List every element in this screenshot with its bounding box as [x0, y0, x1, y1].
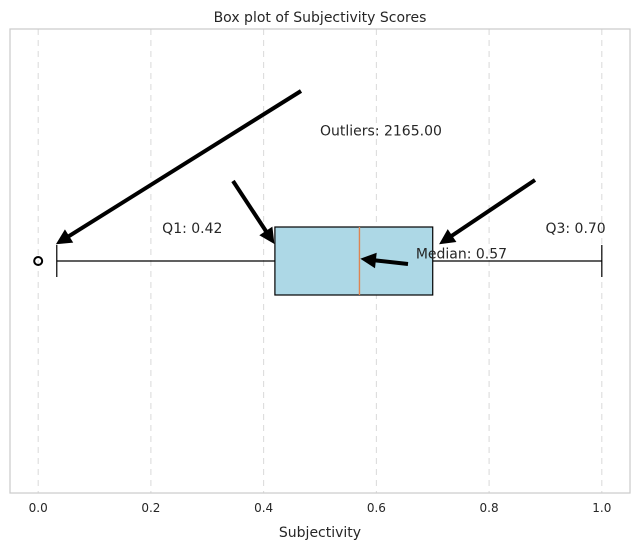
- x-tick-label: 0.0: [29, 501, 48, 515]
- chart-title: Box plot of Subjectivity Scores: [214, 10, 427, 26]
- outliers-annotation-arrow: [67, 89, 303, 238]
- plot-frame: [9, 28, 631, 494]
- q3-annotation-label: Q3: 0.70: [545, 221, 605, 237]
- box-plot: [33, 226, 603, 296]
- median-annotation-label: Median: 0.57: [416, 247, 507, 263]
- median-annotation-arrowhead: [360, 252, 377, 269]
- x-tick-label: 1.0: [592, 501, 611, 515]
- q1-annotation-arrowhead: [259, 226, 275, 245]
- q3-annotation-arrow: [450, 178, 537, 238]
- q1-annotation-arrow: [231, 179, 268, 233]
- x-axis-ticks: 0.0 0.2 0.4 0.6 0.8 1.0: [29, 501, 612, 515]
- outliers-annotation-label: Outliers: 2165.00: [320, 124, 442, 140]
- q3-annotation-arrowhead: [439, 229, 457, 245]
- outlier-point: [33, 256, 44, 266]
- x-axis-label: Subjectivity: [279, 525, 361, 541]
- iqr-box: [274, 226, 434, 296]
- annotations: Outliers: 2165.00 Q1: 0.42 Median: 0.57 Q3:…: [55, 89, 606, 269]
- median-annotation-arrow: [375, 258, 409, 266]
- x-tick-label: 0.8: [480, 501, 499, 515]
- x-tick-label: 0.2: [141, 501, 160, 515]
- outliers-annotation-arrowhead: [55, 229, 74, 245]
- q1-annotation-label: Q1: 0.42: [162, 221, 222, 237]
- x-tick-label: 0.6: [367, 501, 386, 515]
- x-tick-label: 0.4: [254, 501, 273, 515]
